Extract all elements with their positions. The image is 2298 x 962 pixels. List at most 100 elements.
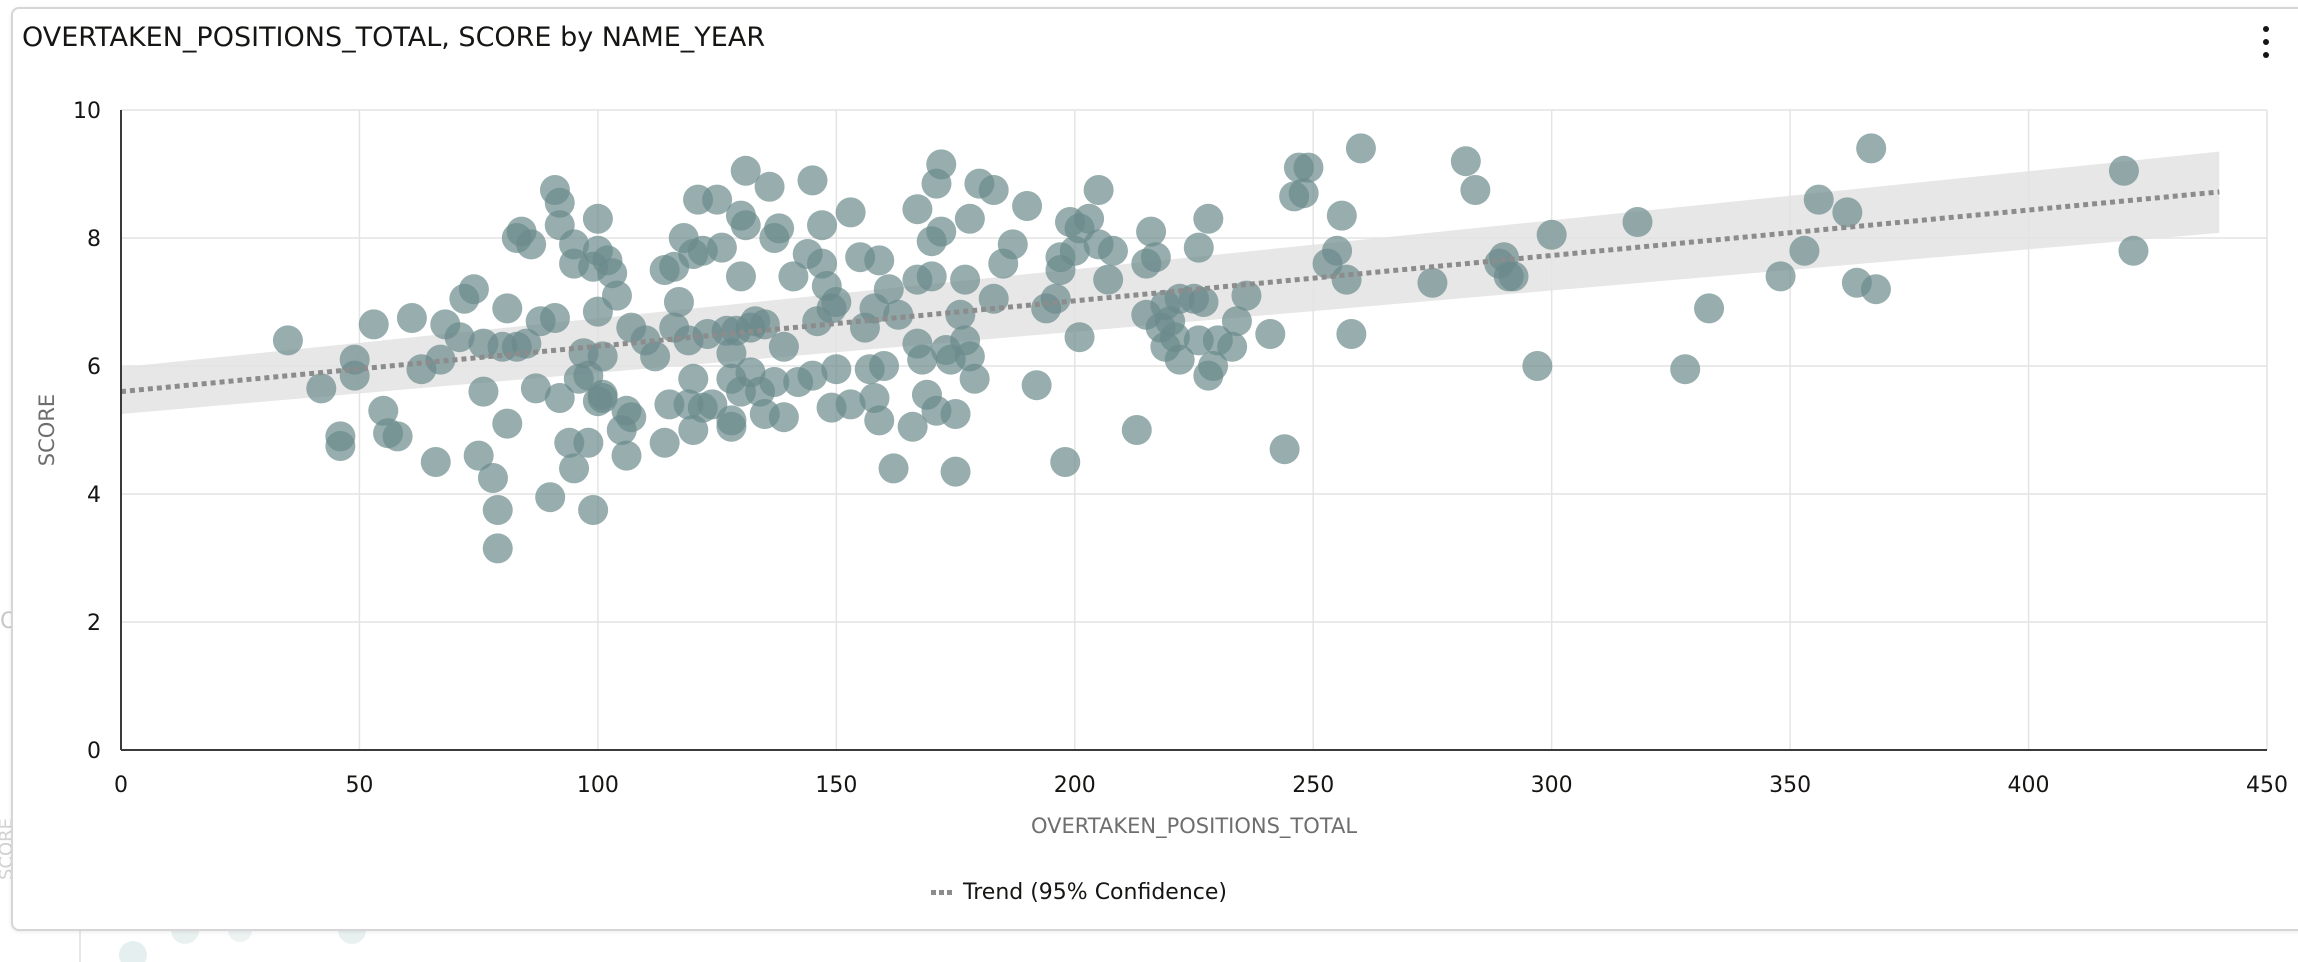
data-point [869, 351, 900, 381]
data-point [940, 399, 971, 429]
data-point [1765, 261, 1796, 292]
data-point [1097, 235, 1128, 266]
x-tick-label: 300 [1531, 773, 1573, 798]
data-point [945, 299, 976, 330]
data-point [835, 197, 866, 228]
data-point [492, 293, 523, 324]
data-point [730, 155, 761, 186]
data-point [587, 341, 618, 372]
confidence-band [121, 151, 2220, 414]
x-tick-label: 400 [2008, 773, 2050, 798]
data-point [1198, 351, 1229, 381]
chart-card [11, 7, 2298, 931]
trend-line-path [120, 189, 2220, 395]
data-point [1140, 242, 1171, 273]
data-point [616, 402, 647, 433]
data-point [1040, 283, 1071, 314]
data-point [1231, 280, 1262, 311]
data-point [1331, 264, 1362, 295]
data-point [902, 194, 933, 225]
data-point [907, 344, 938, 375]
data-point [678, 363, 709, 394]
y-tick-label: 6 [87, 355, 101, 380]
dotted-line-icon [931, 890, 954, 895]
data-point [764, 213, 795, 244]
data-point [396, 303, 427, 333]
axis-labels: 0 50 100 150 200 250 300 350 400 450 0 2 4 6 8 10 OVERTA… [35, 99, 2288, 839]
data-point [807, 210, 838, 241]
data-point [883, 299, 914, 330]
data-point [573, 427, 604, 458]
data-point [1450, 146, 1481, 177]
data-point [482, 495, 513, 525]
data-point [878, 453, 909, 484]
data-point [1193, 203, 1224, 234]
y-tick-label: 2 [87, 611, 101, 636]
data-point [1832, 197, 1863, 228]
data-point [1789, 235, 1820, 266]
data-point [1694, 293, 1725, 324]
x-tick-label: 50 [345, 773, 373, 798]
data-point [272, 325, 303, 356]
data-point [420, 447, 451, 477]
y-tick-label: 0 [87, 739, 101, 764]
trend-line [120, 189, 2220, 395]
x-axis-title: OVERTAKEN_POSITIONS_TOTAL [1031, 814, 1357, 839]
y-tick-label: 10 [73, 99, 101, 124]
data-point [1536, 219, 1567, 250]
data-point [1136, 216, 1167, 247]
data-point [997, 229, 1028, 260]
data-point [587, 383, 618, 413]
data-point [1860, 274, 1891, 305]
data-point [306, 373, 337, 404]
data-point [873, 274, 904, 305]
data-point [678, 415, 709, 445]
data-point [2118, 235, 2149, 266]
y-tick-label: 4 [87, 483, 101, 508]
data-point [821, 354, 852, 385]
data-point [640, 341, 671, 372]
data-point [482, 533, 513, 564]
data-point [516, 229, 547, 260]
data-point [444, 322, 475, 353]
data-point [1326, 200, 1357, 231]
chart-title: OVERTAKEN_POSITIONS_TOTAL, SCORE by NAME… [22, 22, 766, 53]
data-point [1803, 184, 1834, 215]
data-point [1288, 178, 1319, 209]
x-tick-label: 450 [2246, 773, 2288, 798]
data-point [916, 261, 947, 292]
data-point [1255, 319, 1286, 349]
x-tick-label: 0 [114, 773, 128, 798]
data-point [382, 421, 413, 452]
data-point [1021, 370, 1052, 401]
data-point [730, 210, 761, 241]
data-point [601, 280, 632, 311]
data-point [535, 482, 566, 513]
data-point [1064, 322, 1095, 353]
trend-confidence-band [121, 151, 2220, 414]
legend-item-trend[interactable]: Trend (95% Confidence) [931, 880, 1227, 905]
data-point [754, 171, 785, 202]
data-point [1293, 152, 1324, 183]
data-point [959, 363, 990, 394]
data-point [1012, 191, 1043, 221]
y-tick-label: 8 [87, 227, 101, 252]
data-point [864, 405, 895, 436]
data-point [1345, 133, 1376, 164]
data-point [1059, 235, 1090, 266]
data-point [1670, 354, 1701, 385]
more-vertical-icon[interactable] [2254, 22, 2278, 62]
y-axis-title: SCORE [35, 394, 59, 466]
data-point [1164, 344, 1195, 375]
data-point [797, 360, 828, 391]
data-point [778, 261, 809, 292]
data-point [950, 264, 981, 295]
data-point [1856, 133, 1887, 164]
data-point [463, 440, 494, 471]
data-point [1093, 264, 1124, 295]
data-point [768, 402, 799, 433]
data-point [663, 287, 694, 317]
data-point [1217, 331, 1248, 362]
data-point [835, 389, 866, 420]
data-point [1622, 207, 1653, 237]
